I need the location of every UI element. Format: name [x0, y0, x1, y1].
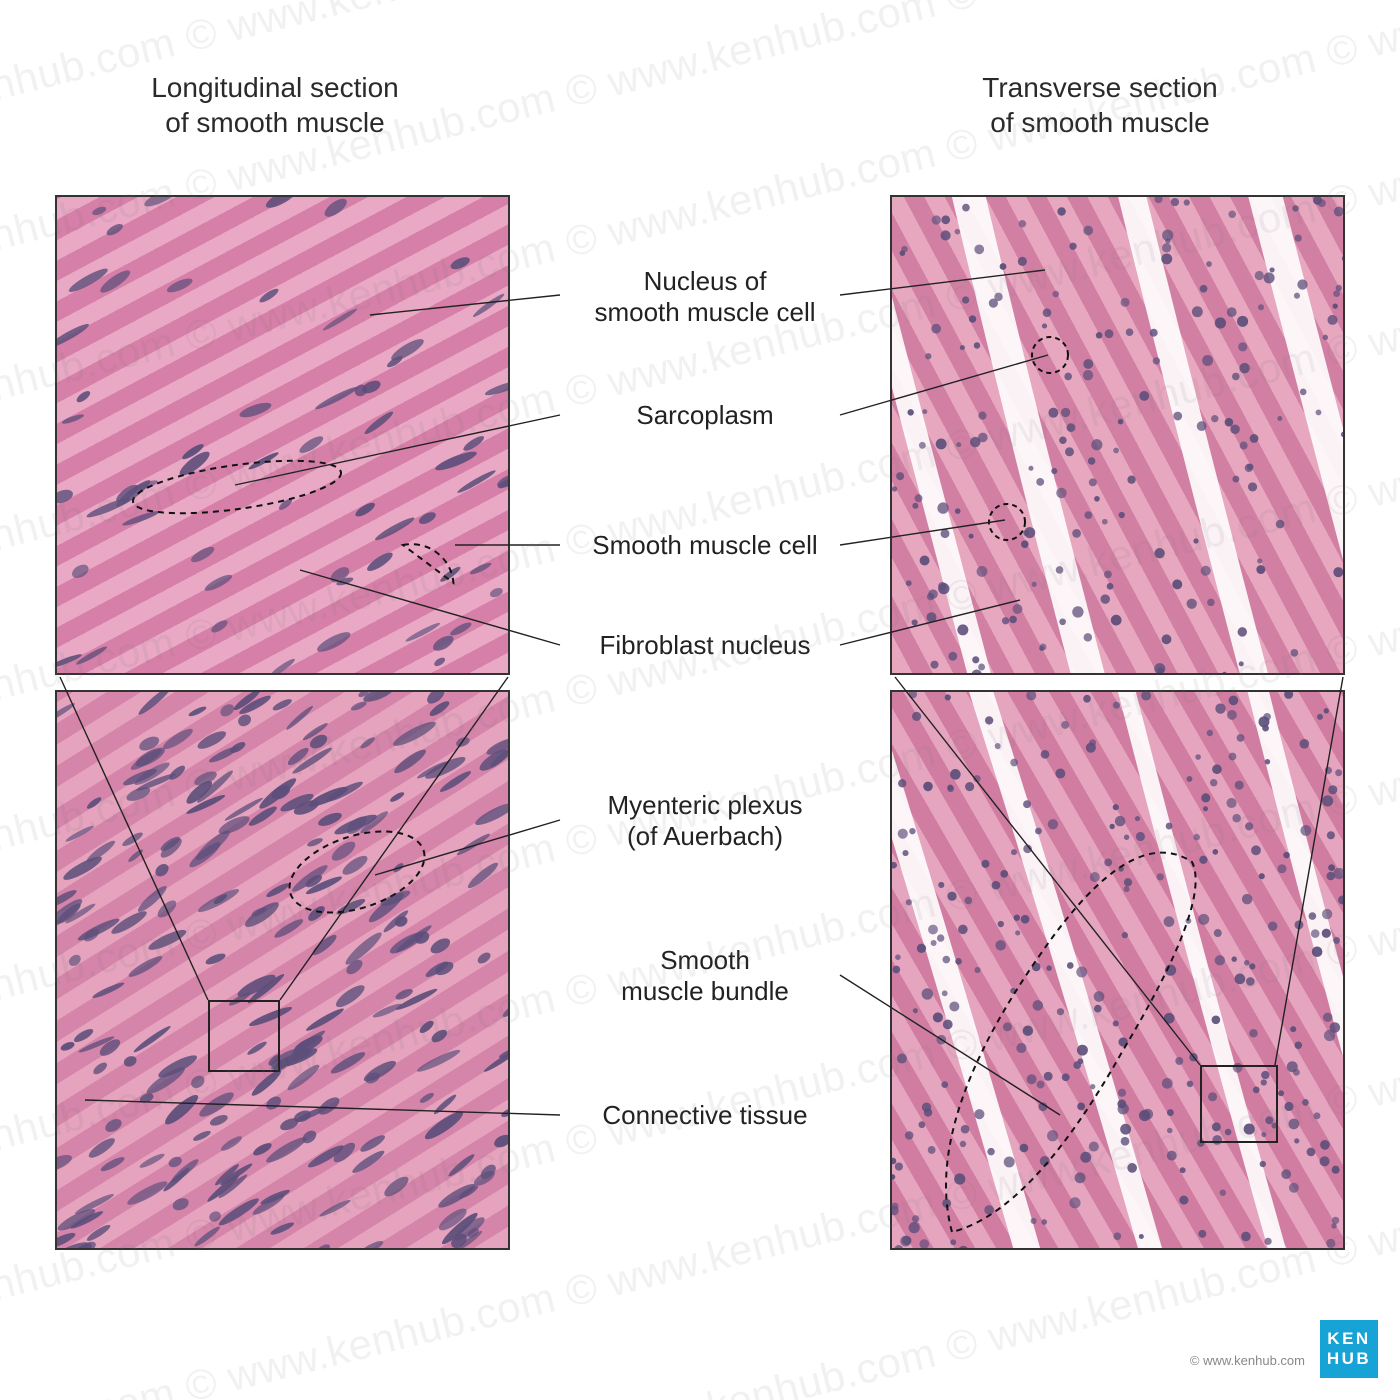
- inset-box-bl: [208, 1000, 280, 1072]
- label-nucleus: Nucleus ofsmooth muscle cell: [560, 266, 850, 328]
- figure-canvas: Longitudinal section of smooth muscle Tr…: [0, 0, 1400, 1400]
- label-fib_nuc: Fibroblast nucleus: [560, 630, 850, 661]
- title-text: Longitudinal section: [151, 72, 399, 103]
- panel-top-left: [55, 195, 510, 675]
- copyright-text: © www.kenhub.com: [1190, 1353, 1305, 1368]
- right-column-title: Transverse section of smooth muscle: [900, 70, 1300, 140]
- panel-top-right: [890, 195, 1345, 675]
- panel-bottom-right: [890, 690, 1345, 1250]
- label-sm_cell: Smooth muscle cell: [560, 530, 850, 561]
- title-text: of smooth muscle: [165, 107, 384, 138]
- logo-line: KEN: [1327, 1329, 1370, 1348]
- kenhub-logo: KEN HUB: [1320, 1320, 1378, 1378]
- panel-bottom-left: [55, 690, 510, 1250]
- label-sm_bundle: Smoothmuscle bundle: [560, 945, 850, 1007]
- label-myenteric: Myenteric plexus(of Auerbach): [560, 790, 850, 852]
- title-text: of smooth muscle: [990, 107, 1209, 138]
- label-conn_tiss: Connective tissue: [560, 1100, 850, 1131]
- inset-box-br: [1200, 1065, 1278, 1143]
- left-column-title: Longitudinal section of smooth muscle: [75, 70, 475, 140]
- logo-line: HUB: [1327, 1349, 1371, 1368]
- label-sarcoplasm: Sarcoplasm: [560, 400, 850, 431]
- title-text: Transverse section: [982, 72, 1218, 103]
